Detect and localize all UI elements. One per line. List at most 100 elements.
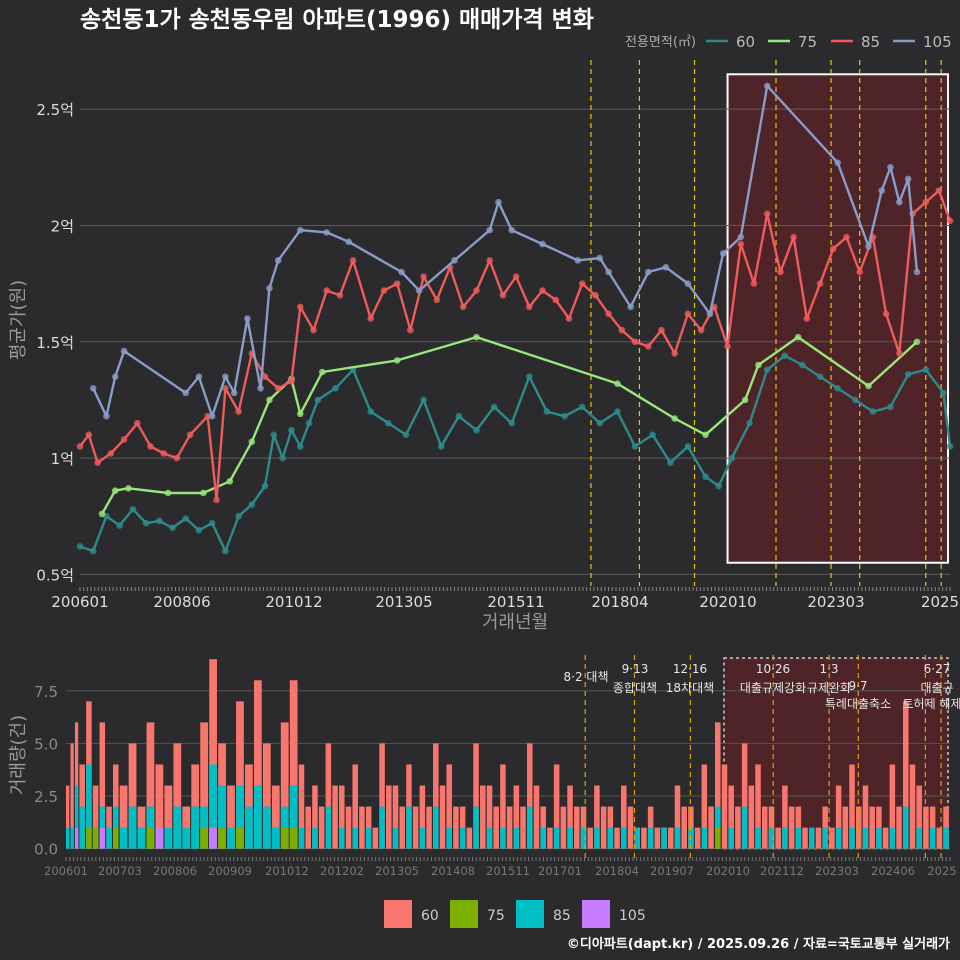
volume-bar: [527, 743, 533, 849]
volume-bar: [280, 722, 289, 849]
volume-bar: [869, 806, 875, 849]
x-tick-label: 200601: [51, 593, 108, 611]
x-axis-title: 거래년월: [482, 612, 548, 633]
volume-bar: [903, 806, 909, 849]
volume-bar: [876, 827, 882, 849]
volume-bar: [741, 806, 748, 849]
volume-bar: [325, 806, 332, 849]
volume-bar: [513, 827, 520, 849]
volume-bar: [86, 827, 92, 849]
volume-bar: [392, 827, 399, 849]
volume-x-tick-label: 201701: [538, 864, 582, 878]
volume-bar: [262, 743, 271, 849]
policy-label-top: 8·2 대책: [564, 669, 609, 684]
volume-bar: [748, 785, 755, 849]
volume-x-tick-label: 201012: [265, 864, 309, 878]
legend-title: 전용면적(㎡): [625, 35, 696, 50]
volume-bar: [681, 806, 687, 849]
volume-bar: [339, 785, 345, 849]
volume-bar: [173, 743, 182, 849]
volume-bar: [654, 827, 661, 849]
chart-title: 송천동1가 송천동우림 아파트(1996) 매매가격 변화: [80, 7, 594, 33]
volume-bar: [641, 827, 647, 849]
volume-bar: [668, 827, 674, 849]
volume-bar: [365, 827, 372, 849]
volume-bar: [128, 806, 137, 849]
volume-bar: [493, 806, 499, 849]
volume-bar: [607, 827, 614, 849]
policy-label-bottom: 18차대책: [666, 680, 714, 695]
series-85: [76, 187, 954, 504]
volume-bar: [486, 827, 493, 849]
volume-bar: [862, 785, 869, 849]
y-tick-label: 1억: [51, 450, 74, 468]
volume-bar: [433, 743, 439, 849]
point-60: [946, 443, 954, 450]
x-tick-label: 201804: [591, 593, 648, 611]
series-60: [76, 352, 954, 555]
policy-label-bottom: 종합대책: [613, 680, 657, 695]
volume-bar: [379, 743, 385, 849]
volume-bar: [506, 806, 513, 849]
volume-bar: [339, 827, 345, 849]
volume-bar: [209, 659, 217, 849]
volume-bar: [896, 806, 902, 849]
volume-bar: [580, 827, 587, 849]
volume-bar: [112, 827, 119, 849]
volume-bar: [200, 722, 209, 849]
volume-x-tick-label: 200703: [98, 864, 142, 878]
policy-label-top: 10·26: [756, 662, 790, 676]
volume-x-tick-label: 202406: [871, 864, 915, 878]
volume-bar: [775, 827, 781, 849]
legend-label-60: 60: [736, 33, 755, 51]
volume-bar: [66, 785, 70, 849]
volume-bar: [392, 785, 399, 849]
volume-bar: [325, 743, 332, 849]
volume-bar: [708, 806, 714, 849]
volume-bar: [500, 827, 506, 849]
volume-bar: [318, 806, 325, 849]
volume-bar: [92, 827, 99, 849]
volume-bar: [312, 785, 318, 849]
legend-swatch-105: [582, 900, 610, 928]
y-tick-label: 1.5억: [36, 334, 74, 352]
volume-bar: [741, 743, 748, 849]
volume-bar: [155, 764, 164, 849]
volume-bar: [289, 827, 298, 849]
volume-x-tick-label: 201511: [486, 864, 530, 878]
volume-bar: [929, 827, 936, 849]
volume-bar: [903, 701, 909, 849]
volume-y-tick-label: 7.5: [34, 683, 58, 701]
volume-y-tick-label: 5.0: [34, 735, 58, 753]
volume-bar: [715, 722, 721, 849]
volume-bar: [128, 743, 137, 849]
y-tick-label: 2.5억: [36, 101, 74, 119]
volume-bar: [728, 785, 734, 849]
volume-bar: [289, 680, 298, 849]
volume-bar: [547, 827, 553, 849]
volume-bar: [809, 827, 815, 849]
volume-bar: [802, 827, 808, 849]
volume-bar: [788, 806, 795, 849]
volume-bar: [271, 785, 280, 849]
volume-x-tick-label: 202303: [815, 864, 859, 878]
volume-bar: [280, 827, 289, 849]
volume-x-tick-label: 201305: [375, 864, 419, 878]
volume-bar: [842, 806, 849, 849]
legend-entry-60: 60: [421, 908, 439, 924]
volume-bar: [715, 827, 721, 849]
volume-bar: [446, 827, 452, 849]
volume-bar: [209, 764, 217, 849]
volume-bar: [352, 827, 358, 849]
legend-label-85: 85: [861, 33, 880, 51]
volume-bar: [164, 785, 173, 849]
policy-label-bottom: 대출규: [920, 681, 953, 695]
volume-bar: [520, 806, 526, 849]
volume-x-tick-label: 201804: [595, 864, 639, 878]
volume-bar: [473, 806, 479, 849]
volume-bar: [236, 701, 244, 849]
volume-bar: [694, 827, 701, 849]
volume-bar: [70, 743, 74, 849]
